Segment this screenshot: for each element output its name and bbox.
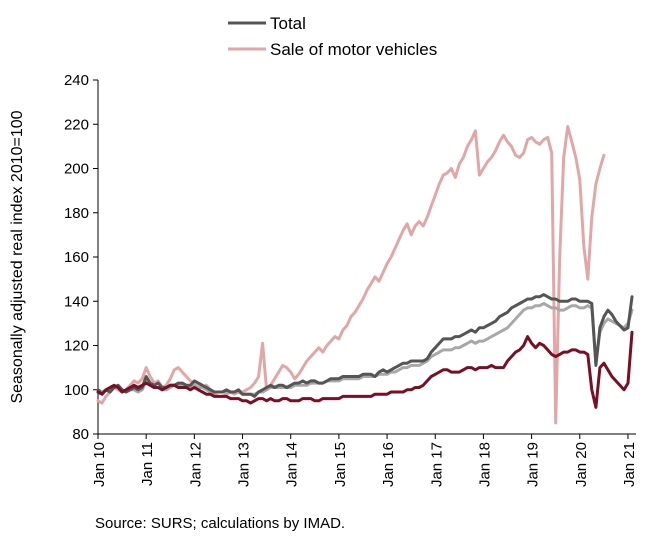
x-tick-label: Jan 10 bbox=[91, 442, 108, 487]
source-note: Source: SURS; calculations by IMAD. bbox=[95, 515, 346, 532]
y-tick-label: 80 bbox=[72, 426, 89, 443]
series-lines bbox=[96, 125, 634, 425]
x-tick-label: Jan 11 bbox=[139, 442, 156, 486]
x-tick-label: Jan 17 bbox=[428, 442, 445, 487]
x-ticks: Jan 10 Jan 11 Jan 12 Jan 13 Jan 14 Jan 15 Jan … bbox=[91, 434, 638, 487]
y-ticks: 80 100 120 140 160 180 200 220 240 bbox=[64, 72, 98, 443]
y-tick-label: 120 bbox=[64, 338, 89, 355]
series-line-3 bbox=[96, 302, 634, 396]
y-tick-label: 100 bbox=[64, 382, 89, 399]
y-tick-label: 240 bbox=[64, 72, 89, 89]
series-line-2 bbox=[96, 125, 606, 425]
x-tick-label: Jan 20 bbox=[573, 442, 590, 487]
y-tick-label: 160 bbox=[64, 249, 89, 266]
y-tick-label: 200 bbox=[64, 161, 89, 178]
series-line-4 bbox=[96, 330, 634, 409]
y-tick-label: 180 bbox=[64, 205, 89, 222]
x-tick-label: Jan 14 bbox=[284, 442, 301, 487]
x-tick-label: Jan 15 bbox=[332, 442, 349, 487]
y-axis-title: Seasonally adjusted real index 2010=100 bbox=[9, 110, 26, 403]
x-tick-label: Jan 13 bbox=[236, 442, 253, 487]
x-tick-label: Jan 18 bbox=[476, 442, 493, 487]
y-tick-label: 140 bbox=[64, 293, 89, 310]
legend: Total Sale of motor vehicles bbox=[228, 14, 437, 59]
x-tick-label: Jan 19 bbox=[525, 442, 542, 487]
y-tick-label: 220 bbox=[64, 116, 89, 133]
x-tick-label: Jan 21 bbox=[621, 442, 638, 487]
x-tick-label: Jan 16 bbox=[380, 442, 397, 487]
legend-label: Sale of motor vehicles bbox=[270, 40, 437, 59]
series-line-1 bbox=[96, 293, 634, 398]
x-tick-label: Jan 12 bbox=[187, 442, 204, 487]
legend-label: Total bbox=[270, 14, 306, 33]
